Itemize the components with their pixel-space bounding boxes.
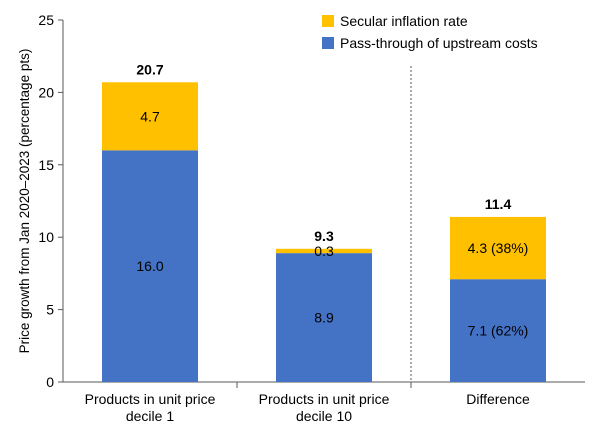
data-label: 16.0 [136, 258, 163, 274]
data-label: 0.3 [314, 243, 334, 259]
data-label: 8.9 [314, 310, 334, 326]
y-tick-label: 5 [46, 302, 54, 318]
x-tick-label: Products in unit price [85, 391, 216, 407]
y-tick-label: 10 [38, 229, 54, 245]
x-tick-label: Products in unit price [259, 391, 390, 407]
total-label: 20.7 [136, 61, 163, 77]
bar-secular-3 [450, 216, 546, 280]
x-tick-label: decile 10 [296, 408, 352, 424]
legend-label: Pass-through of upstream costs [340, 35, 538, 51]
y-tick-label: 20 [38, 84, 54, 100]
y-axis-title: Price growth from Jan 2020–2023 (percent… [17, 49, 32, 354]
legend-swatch [322, 37, 334, 49]
data-label: 4.7 [140, 108, 160, 124]
legend-label: Secular inflation rate [340, 13, 468, 29]
bar-secular-1 [102, 82, 198, 151]
bar-pass-through-1 [102, 150, 198, 382]
data-label: 7.1 (62%) [468, 323, 529, 339]
bar-secular-2 [276, 248, 372, 254]
total-label: 9.3 [314, 228, 334, 244]
legend-swatch [322, 15, 334, 27]
y-tick-label: 0 [46, 374, 54, 390]
data-labels: 16.0 4.7 20.7 8.9 0.39.3 7.1 (62%) 4.3 (38%) 11… [136, 61, 528, 338]
bar-pass-through-3 [450, 279, 546, 382]
bar-pass-through-2 [276, 253, 372, 382]
axes: 0 5 10 15 20 25 Price growth from Jan 2020–202… [17, 12, 585, 424]
x-tick-label: Difference [466, 391, 530, 407]
data-label: 4.3 (38%) [468, 240, 529, 256]
y-tick-label: 25 [38, 12, 54, 28]
x-tick-label: decile 1 [126, 408, 174, 424]
y-tick-label: 15 [38, 157, 54, 173]
total-label: 11.4 [485, 196, 512, 212]
bars [102, 82, 546, 382]
legend: Secular inflation rate Pass-through of up… [322, 13, 538, 51]
